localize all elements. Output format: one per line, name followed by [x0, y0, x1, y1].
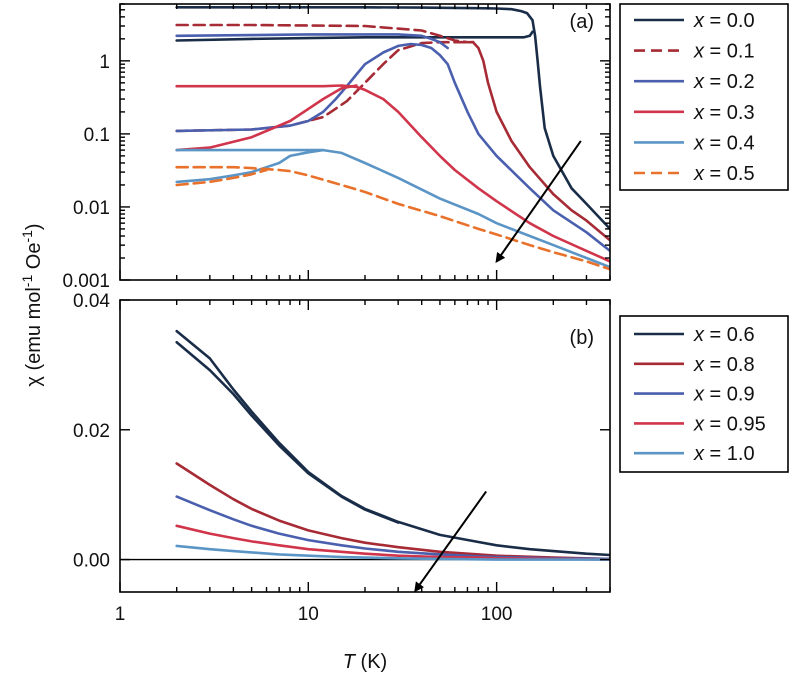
panel-b-legend-box [619, 315, 789, 473]
panel-a-trend-arrow [495, 140, 582, 263]
panel-a-curves [175, 6, 610, 271]
panel-b: 0.00 0.02 0.04 1 10 100 (b) [73, 291, 611, 625]
panel-b-label: (b) [570, 327, 594, 349]
panel-a-legend-label: x = 0.4 [693, 132, 755, 154]
panel-b-legend-label: x = 0.6 [693, 324, 755, 346]
panel-b-series-line [175, 544, 610, 561]
panel-b-curves [120, 329, 610, 561]
panel-a-series-line [175, 6, 610, 231]
panel-a-series-line [175, 30, 534, 42]
panel-b-legend-label: x = 0.95 [693, 413, 766, 435]
panel-a-series-line [471, 40, 610, 242]
panel-b-legend-label: x = 0.9 [693, 384, 755, 406]
panel-b-frame [119, 299, 611, 593]
x-axis-title: T (K) [343, 651, 387, 673]
panel-a-series-line [175, 148, 610, 269]
panel-a: 0.001 0.01 0.1 1 (a) [62, 3, 611, 292]
panel-b-trend-arrow [414, 490, 487, 593]
y-tick-label: 0.02 [73, 421, 110, 442]
panel-a-legend-label: x = 0.0 [693, 10, 755, 32]
panel-a-series-line [175, 84, 358, 152]
panel-a-series-line [175, 148, 325, 184]
panel-b-legend-label: x = 1.0 [693, 443, 755, 465]
y-tick-label: 0.1 [84, 125, 110, 146]
panel-b-series-line [175, 340, 400, 524]
panel-a-label: (a) [570, 11, 594, 33]
panel-a-ticks [119, 3, 611, 281]
panel-a-series-line [175, 84, 610, 263]
x-tick-label: 1 [115, 604, 126, 625]
panel-a-legend: x = 0.0 x = 0.1 x = 0.2 x = 0.3 x = 0.4 x = 0… [619, 3, 789, 191]
panel-a-series-line [175, 165, 610, 271]
y-tick-label: 1 [99, 52, 110, 73]
y-tick-label: 0.001 [62, 271, 110, 292]
y-tick-label: 0.01 [73, 198, 110, 219]
y-tick-label: 0.00 [73, 551, 110, 572]
x-tick-label: 10 [298, 604, 319, 625]
panel-b-tick-labels: 0.00 0.02 0.04 1 10 100 [73, 291, 512, 625]
panel-a-frame [119, 3, 611, 281]
panel-a-legend-label: x = 0.5 [693, 163, 755, 185]
panel-a-legend-label: x = 0.1 [693, 41, 755, 63]
panel-a-legend-label: x = 0.3 [693, 102, 755, 124]
panel-a-series-line [175, 33, 449, 50]
panel-a-series-line [175, 168, 268, 187]
panel-a-legend-box [619, 3, 789, 191]
panel-b-legend-label: x = 0.8 [693, 354, 755, 376]
panel-a-tick-labels: 0.001 0.01 0.1 1 [62, 52, 110, 292]
y-tick-label: 0.04 [73, 291, 110, 312]
panel-b-series-line [175, 462, 610, 561]
panel-a-series-line [175, 42, 610, 253]
x-tick-label: 100 [481, 604, 513, 625]
panel-a-legend-label: x = 0.2 [693, 71, 755, 93]
y-axis-title: χ (emu mol-1 Oe-1) [19, 223, 45, 386]
panel-b-legend: x = 0.6 x = 0.8 x = 0.9 x = 0.95 x = 1.0 [619, 315, 789, 473]
panel-b-series-line [175, 524, 610, 561]
